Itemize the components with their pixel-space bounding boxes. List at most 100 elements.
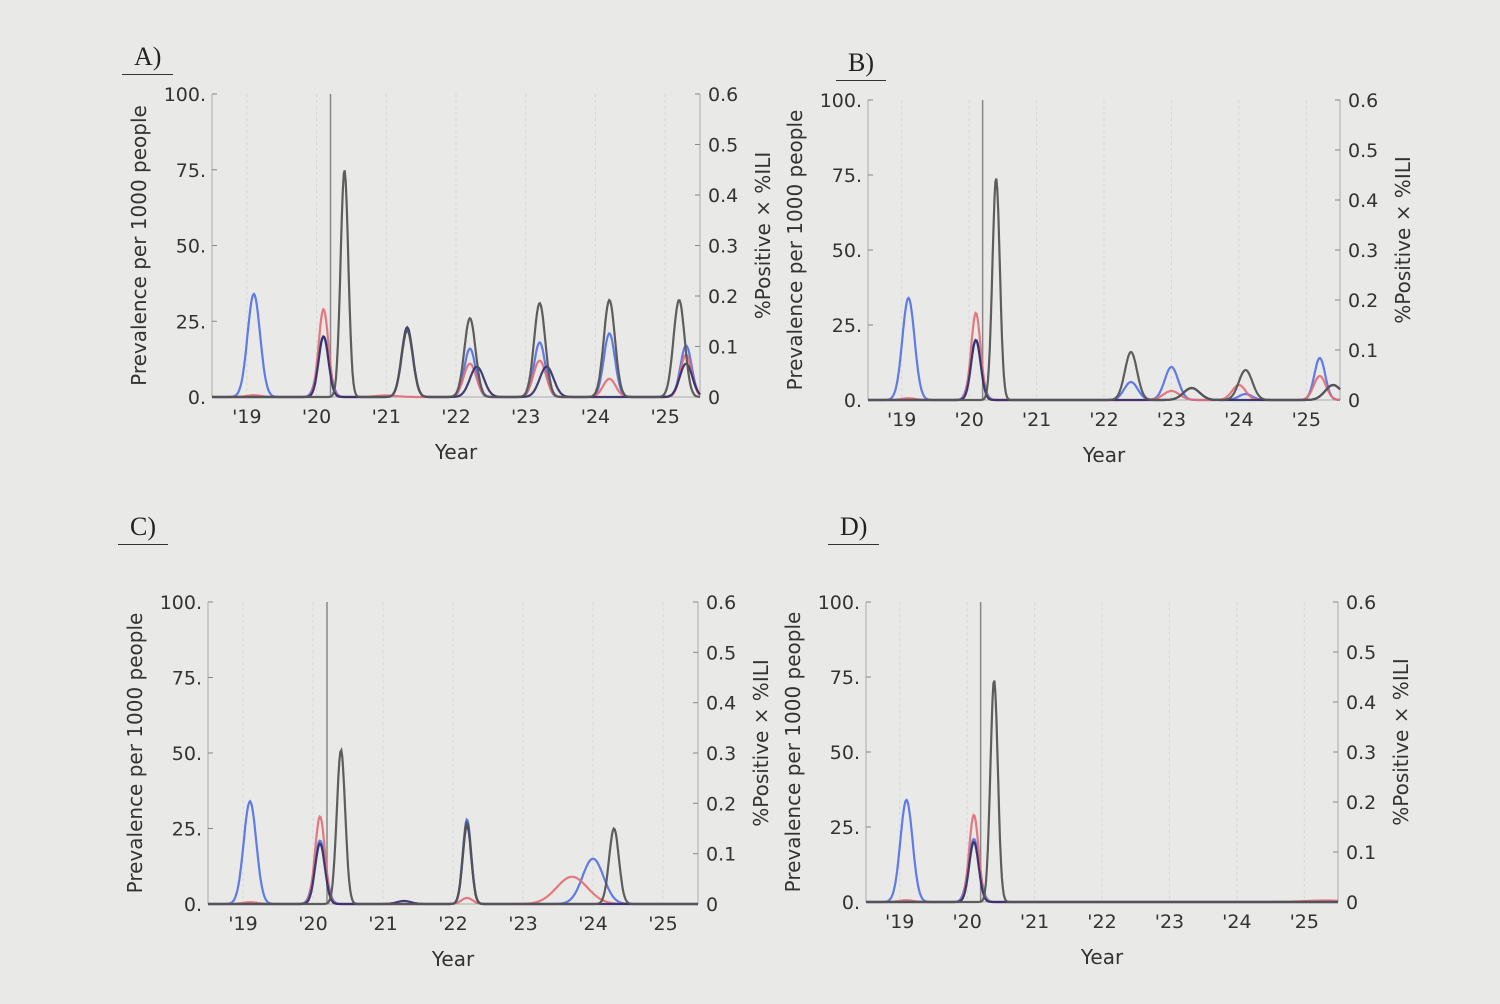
y2-tick-label: 0.1 xyxy=(706,844,736,866)
y2-tick-label: 0 xyxy=(1348,390,1360,412)
y2-tick-label: 0.1 xyxy=(708,337,738,359)
y-axis-title: Prevalence per 1000 people xyxy=(781,612,805,893)
x-tick-label: '24 xyxy=(578,913,607,935)
y-tick-label: 100. xyxy=(818,592,860,614)
y2-axis-title: %Positive × %ILI xyxy=(749,659,773,827)
x-tick-label: '24 xyxy=(1222,911,1251,933)
chart-a: '19 '20 '21 '22 '23 '24 '25 0. 25. 50. 75. 100. 0 0.1… xyxy=(127,84,775,464)
y-tick-label: 0. xyxy=(184,894,202,916)
x-axis-title: Year xyxy=(431,947,475,971)
x-tick-label: '25 xyxy=(1290,911,1319,933)
x-tick-label: '25 xyxy=(1292,409,1321,431)
y-axis-title: Prevalence per 1000 people xyxy=(783,110,807,391)
y-tick-label: 25. xyxy=(832,315,862,337)
x-tick-label: '19 xyxy=(885,911,914,933)
x-tick-label: '23 xyxy=(508,913,537,935)
y-tick-label: 50. xyxy=(832,240,862,262)
x-tick-label: '19 xyxy=(887,409,916,431)
x-tick-label: '22 xyxy=(441,406,470,428)
y-tick-label: 100. xyxy=(160,592,202,614)
y2-tick-label: 0 xyxy=(1346,892,1358,914)
y2-axis-title: %Positive × %ILI xyxy=(751,152,775,320)
y-tick-label: 0. xyxy=(188,387,206,409)
x-tick-label: '24 xyxy=(581,406,610,428)
y-tick-label: 75. xyxy=(830,667,860,689)
y2-tick-label: 0 xyxy=(706,894,718,916)
y-tick-label: 0. xyxy=(842,892,860,914)
y2-tick-label: 0.4 xyxy=(1346,692,1376,714)
y2-tick-label: 0.2 xyxy=(1346,792,1376,814)
y2-tick-label: 0.4 xyxy=(1348,190,1378,212)
y2-tick-label: 0.5 xyxy=(1348,140,1378,162)
x-tick-label: '20 xyxy=(952,911,981,933)
chart-b: '19 '20 '21 '22 '23 '24 '25 0. 25. 50. 75. 100. 0 0.1… xyxy=(783,90,1415,467)
x-tick-label: '25 xyxy=(648,913,677,935)
y2-tick-label: 0.2 xyxy=(708,286,738,308)
y-tick-label: 75. xyxy=(832,165,862,187)
y2-tick-label: 0.3 xyxy=(706,743,736,765)
y2-tick-label: 0.4 xyxy=(708,185,738,207)
y2-tick-label: 0.3 xyxy=(708,236,738,258)
y-tick-label: 50. xyxy=(176,236,206,258)
y-tick-label: 25. xyxy=(830,817,860,839)
panel-label: A) xyxy=(122,42,174,75)
panel-label: D) xyxy=(828,512,880,545)
y-tick-label: 50. xyxy=(172,743,202,765)
x-tick-label: '22 xyxy=(1087,911,1116,933)
panel-label: B) xyxy=(836,48,886,81)
y-tick-label: 75. xyxy=(172,668,202,690)
series-line-gray xyxy=(868,178,1341,402)
y2-tick-label: 0.5 xyxy=(708,135,738,157)
series-line-gray xyxy=(208,746,698,906)
y2-tick-label: 0.1 xyxy=(1346,842,1376,864)
x-tick-label: '21 xyxy=(368,913,397,935)
y-tick-label: 0. xyxy=(844,390,862,412)
x-tick-label: '19 xyxy=(228,913,257,935)
x-tick-label: '22 xyxy=(438,913,467,935)
y2-tick-label: 0.5 xyxy=(706,642,736,664)
series-line-red xyxy=(866,813,1338,904)
x-tick-label: '23 xyxy=(1155,911,1184,933)
y2-tick-label: 0 xyxy=(708,387,720,409)
y2-tick-label: 0.4 xyxy=(706,693,736,715)
y2-tick-label: 0.6 xyxy=(1348,90,1378,112)
chart-c: '19 '20 '21 '22 '23 '24 '25 0. 25. 50. 75. 100. 0 0.1… xyxy=(123,592,773,971)
y-axis-title: Prevalence per 1000 people xyxy=(123,613,147,894)
y2-axis-title: %Positive × %ILI xyxy=(1389,658,1413,826)
y2-tick-label: 0.2 xyxy=(706,793,736,815)
y-tick-label: 25. xyxy=(176,311,206,333)
y2-tick-label: 0.6 xyxy=(706,592,736,614)
x-tick-label: '20 xyxy=(302,406,331,428)
x-tick-label: '21 xyxy=(372,406,401,428)
x-tick-label: '21 xyxy=(1020,911,1049,933)
y2-tick-label: 0.3 xyxy=(1348,240,1378,262)
y-tick-label: 100. xyxy=(820,90,862,112)
series-line-gray xyxy=(212,170,701,399)
y-tick-label: 25. xyxy=(172,819,202,841)
x-axis-title: Year xyxy=(434,440,478,464)
y-tick-label: 100. xyxy=(164,84,206,106)
y-tick-label: 75. xyxy=(176,160,206,182)
y2-tick-label: 0.1 xyxy=(1348,340,1378,362)
x-tick-label: '24 xyxy=(1224,409,1253,431)
x-tick-label: '25 xyxy=(650,406,679,428)
y2-tick-label: 0.3 xyxy=(1346,742,1376,764)
x-tick-label: '23 xyxy=(511,406,540,428)
panel-label: C) xyxy=(118,512,168,545)
y2-tick-label: 0.2 xyxy=(1348,290,1378,312)
y-axis-title: Prevalence per 1000 people xyxy=(127,105,151,386)
x-axis-title: Year xyxy=(1080,945,1124,969)
y2-tick-label: 0.6 xyxy=(708,84,738,106)
x-tick-label: '20 xyxy=(298,913,327,935)
y2-tick-label: 0.5 xyxy=(1346,642,1376,664)
x-tick-label: '23 xyxy=(1157,409,1186,431)
x-tick-label: '19 xyxy=(232,406,261,428)
series-line-gray xyxy=(866,680,1338,904)
x-tick-label: '21 xyxy=(1022,409,1051,431)
y2-tick-label: 0.6 xyxy=(1346,592,1376,614)
x-tick-label: '20 xyxy=(954,409,983,431)
y-tick-label: 50. xyxy=(830,742,860,764)
x-tick-label: '22 xyxy=(1089,409,1118,431)
y2-axis-title: %Positive × %ILI xyxy=(1391,156,1415,324)
